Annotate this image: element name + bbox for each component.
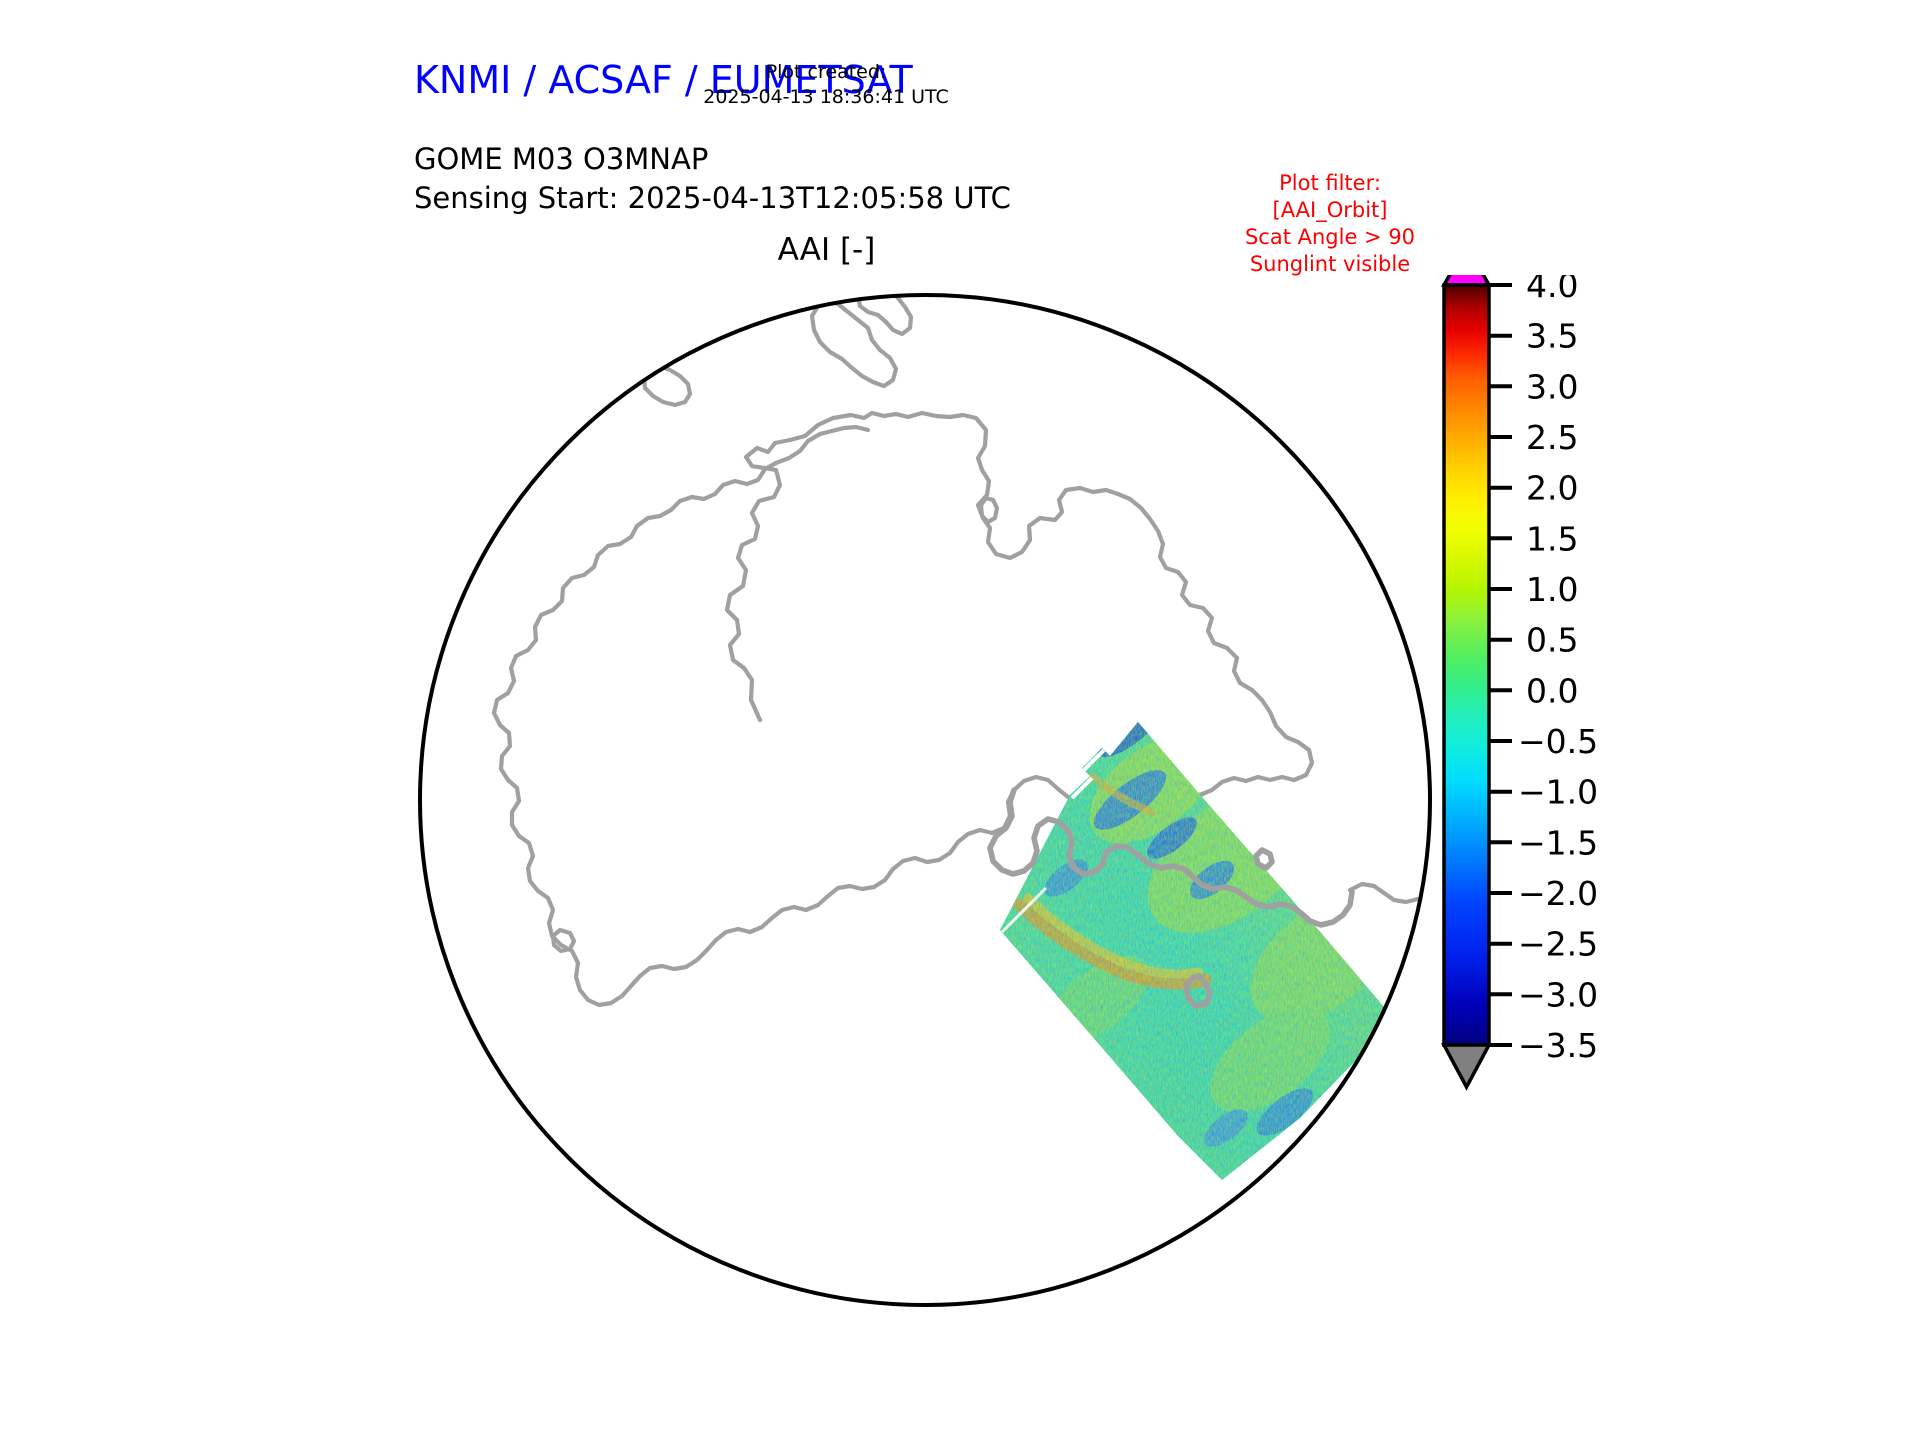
dataset-name: GOME M03 O3MNAP: [414, 142, 709, 176]
colorbar-tick-label-4: 2.0: [1526, 469, 1578, 508]
coastline-over-swath: [987, 787, 1355, 1009]
coastline-over-swath-peninsula: [987, 787, 1109, 877]
colorbar-gradient-bar[interactable]: [1442, 283, 1491, 1047]
colorbar-tick-label-5: 1.5: [1526, 519, 1578, 558]
colorbar-tick-label-14: −3.0: [1518, 975, 1598, 1014]
plot-filter-sunglint: Sunglint visible: [1249, 251, 1411, 276]
globe-outline: [418, 293, 1432, 1307]
plot-filter-variable: [AAI_Orbit]: [1272, 197, 1388, 222]
coastline-east-antarctica: [773, 424, 871, 466]
plot-filter-label: Plot filter:: [1279, 171, 1381, 195]
plot-filter-scat-angle: Scat Angle > 90: [1244, 224, 1416, 249]
colorbar-tick-label-1: 3.5: [1526, 317, 1578, 356]
coastline-over-swath-island: [1183, 973, 1213, 1009]
colorbar-ticks: 4.0 3.5 3.0 2.5 2.0 1.5 1.0 0.5 0.0 −0.5…: [1489, 275, 1598, 1065]
colorbar[interactable]: 4.0 3.5 3.0 2.5 2.0 1.5 1.0 0.5 0.0 −0.5…: [1400, 275, 1720, 1345]
coastline-new-zealand-north-island: [855, 295, 914, 337]
dataset-info-block: GOME M03 O3MNAP Sensing Start: 2025-04-1…: [414, 140, 1011, 217]
swath-scanline-texture: [1000, 722, 1395, 1180]
coastline-tasmania: [641, 363, 693, 408]
plot-created-timestamp: 2025-04-13 18:36:41 UTC: [703, 85, 949, 108]
colorbar-tick-label-2: 3.0: [1526, 367, 1578, 406]
institution-title: KNMI / ACSAF / EUMETSAT: [414, 58, 913, 102]
colorbar-tick-label-7: 0.5: [1526, 621, 1578, 660]
plot-created-block: Plot created: 2025-04-13 18:36:41 UTC: [676, 60, 976, 109]
coastline-inner-island: [978, 495, 1000, 525]
colorbar-under-arrow: [1441, 1043, 1492, 1091]
colorbar-tick-label-10: −1.0: [1518, 773, 1598, 812]
coastline-small-island-west: [550, 927, 577, 954]
colorbar-tick-label-11: −1.5: [1518, 823, 1598, 862]
quantity-title: AAI [-]: [777, 232, 876, 268]
colorbar-tick-label-15: −3.5: [1518, 1026, 1598, 1065]
colorbar-tick-label-12: −2.0: [1518, 874, 1598, 913]
plot-filter-block: Plot filter: [AAI_Orbit] Scat Angle > 90…: [1215, 170, 1445, 278]
colorbar-tick-label-0: 4.0: [1526, 275, 1578, 305]
colorbar-tick-label-6: 1.0: [1526, 570, 1578, 609]
coastline-over-swath-small-island: [1253, 847, 1275, 871]
colorbar-tick-label-8: 0.0: [1526, 671, 1578, 710]
coastline-new-zealand-south-island: [809, 296, 899, 389]
globe-background: [420, 295, 1430, 1305]
colorbar-tick-label-9: −0.5: [1518, 722, 1598, 761]
sensing-start: Sensing Start: 2025-04-13T12:05:58 UTC: [414, 180, 1011, 215]
colorbar-tick-label-13: −2.5: [1518, 925, 1598, 964]
colorbar-tick-label-3: 2.5: [1526, 418, 1578, 457]
coastline-over-swath-weddell: [1103, 843, 1355, 928]
coastline-south-america-tip: [1347, 881, 1421, 905]
plot-created-label: Plot created:: [765, 61, 887, 83]
